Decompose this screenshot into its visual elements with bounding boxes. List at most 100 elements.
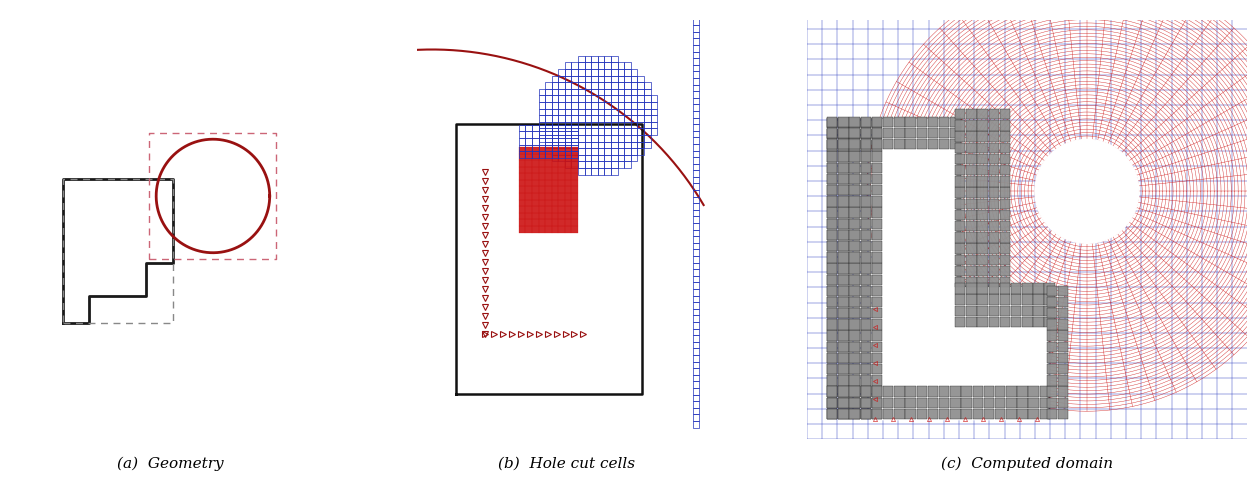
Bar bbox=[693, 203, 699, 210]
Bar bbox=[624, 122, 631, 128]
Bar bbox=[916, 252, 927, 263]
Bar bbox=[525, 213, 532, 220]
Bar bbox=[617, 135, 624, 142]
Bar bbox=[849, 308, 859, 319]
Bar bbox=[927, 174, 939, 184]
Bar bbox=[939, 386, 949, 397]
Bar bbox=[927, 398, 939, 408]
Bar bbox=[564, 135, 572, 142]
Bar bbox=[591, 115, 598, 122]
Bar bbox=[591, 135, 598, 142]
Bar bbox=[552, 102, 558, 108]
Bar bbox=[525, 226, 532, 233]
Bar bbox=[861, 196, 871, 206]
Bar bbox=[558, 135, 564, 142]
Bar bbox=[955, 284, 965, 294]
Bar bbox=[1007, 308, 1017, 319]
Bar bbox=[883, 129, 893, 140]
Bar bbox=[950, 375, 960, 386]
Bar bbox=[538, 95, 546, 102]
Bar bbox=[1017, 386, 1028, 397]
Bar bbox=[827, 375, 838, 386]
Bar bbox=[611, 128, 617, 135]
Bar bbox=[572, 162, 578, 168]
Bar bbox=[624, 148, 631, 155]
Bar bbox=[631, 69, 638, 76]
Bar bbox=[927, 364, 939, 374]
Bar bbox=[939, 375, 949, 386]
Bar bbox=[849, 252, 859, 263]
Bar bbox=[872, 185, 882, 195]
Bar bbox=[895, 117, 905, 127]
Bar bbox=[558, 220, 564, 226]
Bar bbox=[872, 308, 882, 319]
Bar bbox=[558, 131, 564, 138]
Bar bbox=[624, 62, 631, 69]
Bar bbox=[966, 294, 977, 305]
Bar bbox=[624, 82, 631, 89]
Bar bbox=[564, 138, 572, 144]
Bar bbox=[883, 386, 893, 397]
Bar bbox=[558, 180, 564, 186]
Bar bbox=[966, 284, 977, 294]
Bar bbox=[827, 409, 838, 419]
Bar bbox=[906, 386, 916, 397]
Bar bbox=[1017, 342, 1028, 352]
Bar bbox=[861, 330, 871, 341]
Bar bbox=[950, 207, 960, 218]
Bar bbox=[861, 275, 871, 285]
Bar bbox=[849, 128, 859, 138]
Bar bbox=[1047, 319, 1057, 330]
Bar bbox=[827, 241, 838, 251]
Bar bbox=[883, 241, 893, 251]
Bar bbox=[638, 108, 644, 115]
Bar bbox=[849, 118, 859, 128]
Bar bbox=[578, 102, 585, 108]
Bar bbox=[927, 118, 939, 128]
Bar bbox=[578, 56, 585, 62]
Bar bbox=[872, 151, 882, 162]
Bar bbox=[693, 45, 699, 52]
Bar bbox=[838, 364, 849, 374]
Bar bbox=[591, 89, 598, 95]
Bar bbox=[978, 176, 988, 186]
Bar bbox=[578, 115, 585, 122]
Bar bbox=[564, 160, 572, 167]
Bar bbox=[955, 294, 965, 305]
Bar bbox=[644, 95, 650, 102]
Bar bbox=[1047, 285, 1057, 296]
Bar bbox=[838, 129, 849, 140]
Bar bbox=[525, 173, 532, 180]
Bar bbox=[872, 375, 882, 386]
Bar bbox=[605, 135, 611, 142]
Bar bbox=[693, 183, 699, 190]
Bar bbox=[950, 139, 960, 149]
Bar bbox=[895, 174, 905, 184]
Bar bbox=[872, 319, 882, 330]
Bar bbox=[598, 108, 605, 115]
Bar bbox=[827, 342, 838, 352]
Bar bbox=[827, 252, 838, 263]
Bar bbox=[872, 241, 882, 251]
Bar bbox=[872, 230, 882, 240]
Bar bbox=[532, 180, 538, 186]
Bar bbox=[872, 252, 882, 263]
Bar bbox=[631, 108, 638, 115]
Bar bbox=[650, 128, 658, 135]
Bar bbox=[995, 297, 1005, 307]
Bar bbox=[558, 155, 564, 162]
Bar bbox=[827, 151, 838, 162]
Text: (c)  Computed domain: (c) Computed domain bbox=[941, 456, 1113, 471]
Bar bbox=[849, 118, 859, 128]
Bar bbox=[624, 135, 631, 142]
Bar bbox=[939, 353, 949, 363]
Bar bbox=[644, 115, 650, 122]
Bar bbox=[927, 241, 939, 251]
Bar bbox=[1040, 409, 1050, 419]
Bar bbox=[883, 398, 893, 408]
Bar bbox=[827, 353, 838, 363]
Bar bbox=[546, 220, 552, 226]
Bar bbox=[572, 148, 578, 155]
Bar bbox=[872, 398, 882, 408]
Bar bbox=[558, 193, 564, 200]
